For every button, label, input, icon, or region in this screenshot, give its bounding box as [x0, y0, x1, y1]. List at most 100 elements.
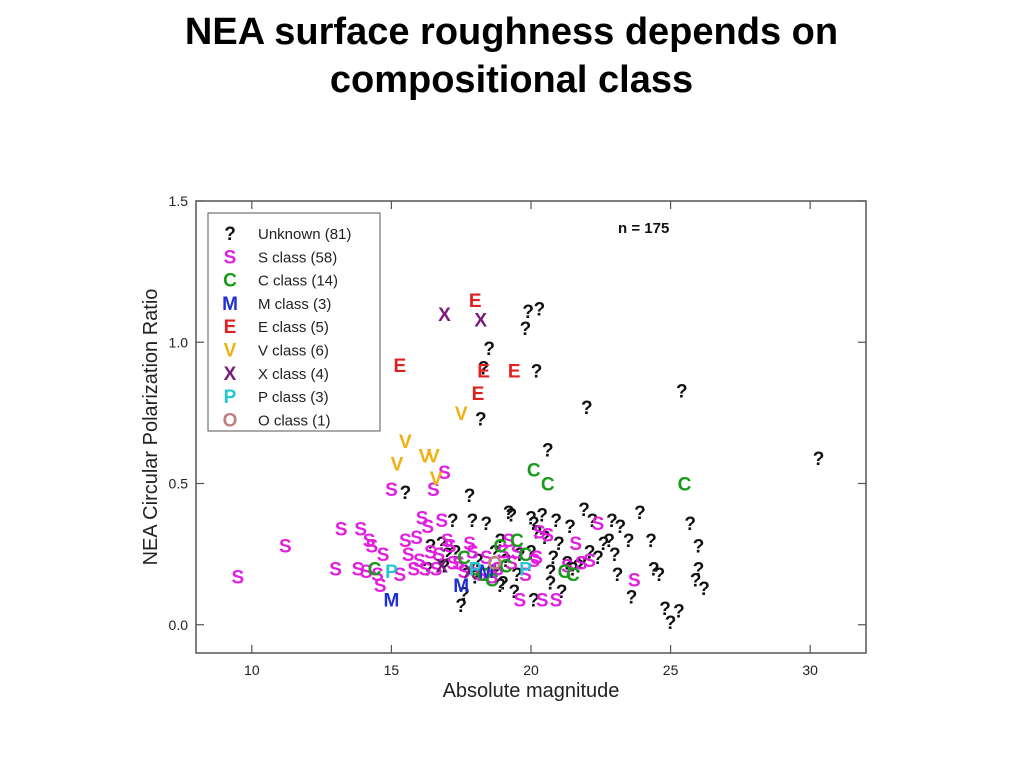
data-point-c-class: C	[485, 571, 499, 592]
data-point-unknown: ?	[564, 517, 576, 538]
data-point-unknown: ?	[458, 585, 470, 606]
data-point-s-class: S	[533, 523, 546, 544]
data-point-unknown: ?	[693, 559, 705, 580]
data-point-s-class: S	[419, 559, 432, 580]
data-point-unknown: ?	[623, 531, 635, 552]
legend-label-o-class: O class (1)	[258, 412, 331, 429]
data-point-unknown: ?	[528, 514, 540, 535]
data-point-unknown: ?	[542, 441, 554, 462]
data-point-p-class: P	[385, 562, 398, 583]
data-point-unknown: ?	[522, 302, 534, 323]
data-point-unknown: ?	[673, 602, 685, 623]
data-point-x-class: X	[435, 556, 448, 577]
data-point-unknown: ?	[425, 537, 437, 558]
data-point-unknown: ?	[531, 523, 543, 544]
data-point-unknown: ?	[500, 551, 512, 572]
data-point-s-class: S	[561, 556, 574, 577]
data-point-s-class: S	[444, 537, 457, 558]
data-point-unknown: ?	[693, 537, 705, 558]
data-point-s-class: S	[513, 590, 526, 611]
legend: ? Unknown (81) S S class (58) C C class (14) M…	[207, 212, 381, 432]
data-point-s-class: S	[463, 534, 476, 555]
slide-title-line-2: compositional class	[329, 59, 694, 101]
x-tick-label: 30	[802, 662, 818, 678]
legend-symbol-x-class: X	[224, 364, 237, 385]
data-point-c-class: C	[678, 475, 692, 496]
data-point-s-class: S	[474, 565, 487, 586]
data-point-o-class: O	[487, 554, 502, 575]
data-point-s-class: S	[575, 554, 588, 575]
data-point-unknown: ?	[531, 362, 543, 383]
data-point-unknown: ?	[676, 381, 688, 402]
y-tick-label: 0.0	[169, 617, 189, 633]
data-point-c-class: C	[519, 545, 533, 566]
data-point-unknown: ?	[489, 542, 501, 563]
data-point-unknown: ?	[422, 559, 434, 580]
data-point-unknown: ?	[545, 562, 557, 583]
data-point-unknown: ?	[506, 506, 518, 527]
legend-symbol-v-class: V	[224, 341, 237, 362]
data-point-s-class: S	[363, 531, 376, 552]
data-point-unknown: ?	[684, 514, 696, 535]
data-point-unknown: ?	[553, 534, 565, 555]
data-point-unknown: ?	[400, 483, 412, 504]
data-point-s-class: S	[352, 559, 365, 580]
legend-symbol-o-class: O	[223, 410, 238, 431]
data-point-s-class: S	[399, 531, 412, 552]
data-point-e-class: E	[508, 362, 521, 383]
data-point-e-class: E	[393, 356, 406, 377]
data-point-s-class: S	[371, 565, 384, 586]
data-point-unknown: ?	[575, 554, 587, 575]
data-point-s-class: S	[354, 520, 367, 541]
data-point-unknown: ?	[525, 542, 537, 563]
data-point-unknown: ?	[556, 582, 568, 603]
data-point-unknown: ?	[508, 582, 520, 603]
data-point-s-class: S	[458, 562, 471, 583]
data-point-s-class: S	[480, 548, 493, 569]
data-point-s-class: S	[421, 517, 434, 538]
legend-label-v-class: V class (6)	[258, 343, 329, 360]
data-point-c-class: C	[499, 556, 513, 577]
data-point-s-class: S	[536, 590, 549, 611]
data-point-unknown: ?	[486, 562, 498, 583]
data-point-unknown: ?	[467, 511, 479, 532]
data-point-c-class: C	[558, 562, 572, 583]
data-point-e-class: E	[477, 362, 490, 383]
data-point-v-class: V	[455, 404, 468, 425]
data-point-s-class: S	[569, 534, 582, 555]
data-point-s-class: S	[583, 551, 596, 572]
data-point-unknown: ?	[472, 551, 484, 572]
data-point-unknown: ?	[439, 556, 451, 577]
data-point-s-class: S	[505, 554, 518, 575]
legend-symbol-p-class: P	[224, 387, 237, 408]
data-point-unknown: ?	[481, 514, 493, 535]
legend-symbol-c-class: C	[223, 271, 237, 292]
data-point-unknown: ?	[592, 548, 604, 569]
data-point-unknown: ?	[561, 554, 573, 575]
data-point-c-class: C	[368, 559, 382, 580]
data-point-unknown: ?	[494, 531, 506, 552]
data-point-unknown: ?	[539, 528, 551, 549]
data-point-unknown: ?	[441, 545, 453, 566]
data-point-s-class: S	[628, 571, 641, 592]
data-point-unknown: ?	[587, 511, 599, 532]
data-point-unknown: ?	[461, 565, 473, 586]
data-point-unknown: ?	[634, 503, 646, 524]
data-point-unknown: ?	[550, 511, 562, 532]
data-point-c-class: C	[541, 475, 555, 496]
data-point-s-class: S	[393, 565, 406, 586]
data-point-unknown: ?	[548, 548, 560, 569]
data-point-s-class: S	[360, 562, 373, 583]
data-point-s-class: S	[232, 568, 245, 589]
data-point-unknown: ?	[450, 542, 462, 563]
data-point-unknown: ?	[603, 531, 615, 552]
data-point-s-class: S	[410, 528, 423, 549]
data-point-s-class: S	[377, 545, 390, 566]
data-point-s-class: S	[491, 559, 504, 580]
data-point-unknown: ?	[665, 613, 677, 634]
data-point-s-class: S	[407, 559, 420, 580]
data-point-c-class: C	[493, 537, 507, 558]
data-point-unknown: ?	[609, 545, 621, 566]
data-point-unknown: ?	[464, 486, 476, 507]
data-point-unknown: ?	[525, 508, 537, 529]
